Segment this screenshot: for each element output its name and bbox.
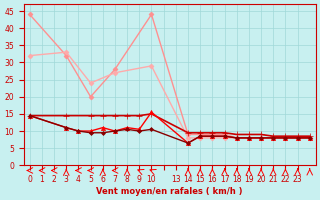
X-axis label: Vent moyen/en rafales ( km/h ): Vent moyen/en rafales ( km/h ) [97,187,243,196]
